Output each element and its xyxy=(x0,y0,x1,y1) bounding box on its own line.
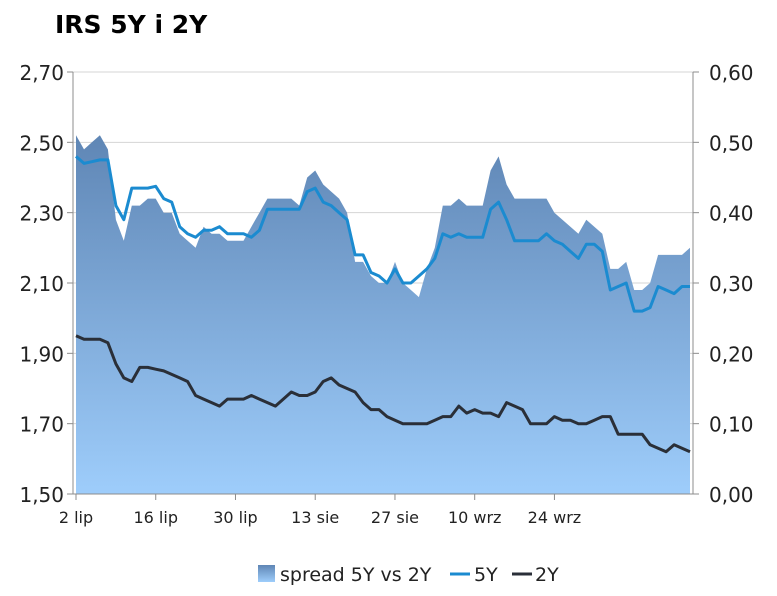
right-axis-tick-label: 0,10 xyxy=(709,413,754,437)
legend-label-2y: 2Y xyxy=(535,564,559,586)
spread-area-layer xyxy=(76,135,690,495)
x-axis-tick-label: 10 wrz xyxy=(448,508,502,527)
right-axis-tick-label: 0,60 xyxy=(709,61,754,85)
left-axis-tick-label: 1,50 xyxy=(19,483,64,507)
right-axis-tick-label: 0,40 xyxy=(709,202,754,226)
left-axis-tick-label: 1,90 xyxy=(19,342,64,366)
right-axis-tick-label: 0,00 xyxy=(709,483,754,507)
lines-layer xyxy=(75,155,691,454)
legend: spread 5Y vs 2Y 5Y 2Y xyxy=(258,564,559,586)
chart-title: IRS 5Y i 2Y xyxy=(55,10,208,39)
axes: 1,50 1,70 1,90 2,10 2,30 2,50 2,70 0,00 0,10 0,20… xyxy=(19,61,753,527)
left-axis-tick-label: 2,50 xyxy=(19,131,64,155)
x-axis-tick-label: 16 lip xyxy=(133,508,178,527)
series-2y-line xyxy=(75,334,691,454)
x-axis-tick-label: 27 sie xyxy=(371,508,419,527)
right-axis-tick-label: 0,50 xyxy=(709,131,754,155)
legend-swatch-spread xyxy=(258,565,275,582)
left-axis-tick-label: 1,70 xyxy=(19,413,64,437)
legend-label-spread: spread 5Y vs 2Y xyxy=(280,564,432,586)
left-axis-tick-label: 2,10 xyxy=(19,272,64,296)
legend-label-5y: 5Y xyxy=(474,564,498,586)
series-spread-area xyxy=(76,135,690,495)
right-axis-tick-label: 0,30 xyxy=(709,272,754,296)
left-axis-tick-label: 2,30 xyxy=(19,202,64,226)
right-axis-tick-label: 0,20 xyxy=(709,342,754,366)
x-axis-tick-label: 24 wrz xyxy=(528,508,582,527)
x-axis-tick-label: 13 sie xyxy=(291,508,339,527)
series-5y-line xyxy=(75,155,690,313)
x-axis-tick-label: 2 lip xyxy=(59,508,93,527)
left-axis-tick-label: 2,70 xyxy=(19,61,64,85)
x-axis-tick-label: 30 lip xyxy=(213,508,258,527)
